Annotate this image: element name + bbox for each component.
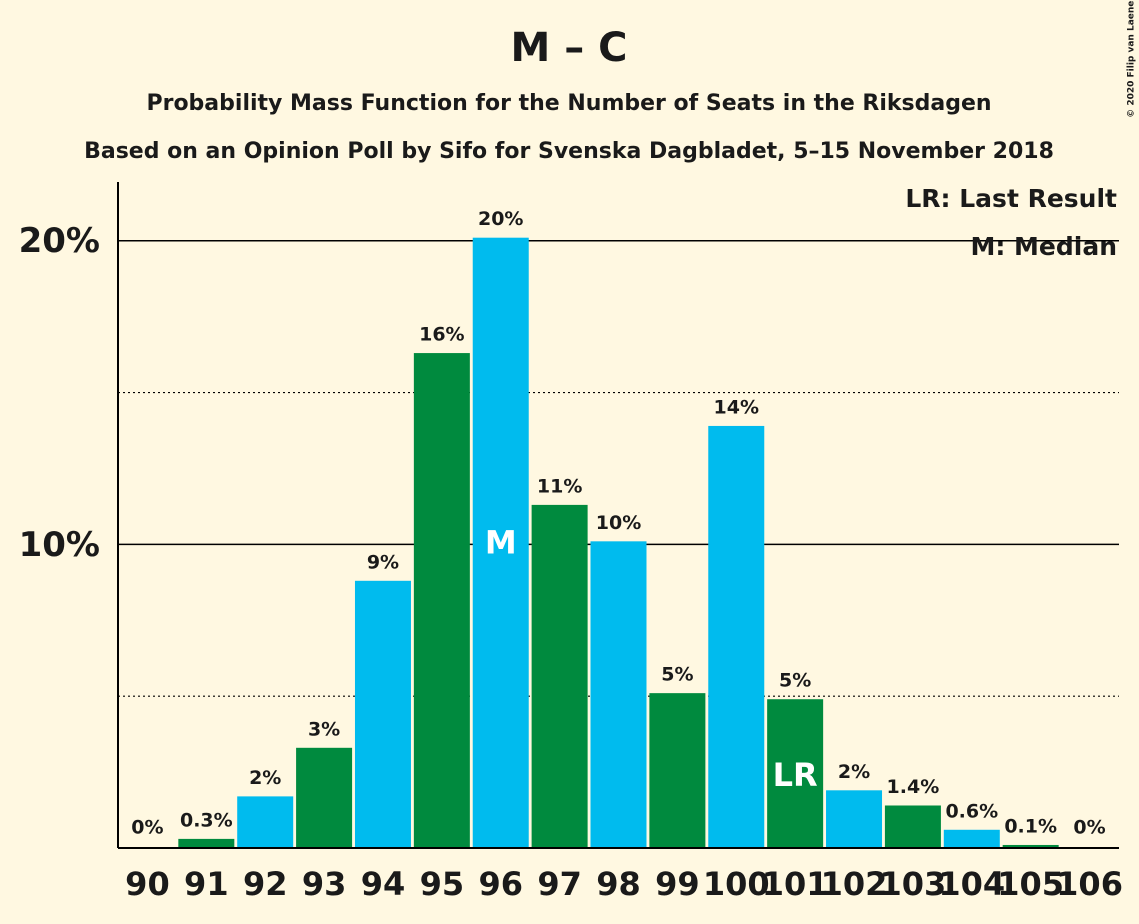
y-tick-label: 20% bbox=[19, 221, 100, 261]
value-label: 0% bbox=[131, 817, 163, 839]
bar bbox=[531, 504, 588, 848]
x-tick-label: 103 bbox=[880, 865, 947, 903]
legend-entry: LR: Last Result bbox=[905, 184, 1117, 213]
value-label: 10% bbox=[596, 512, 641, 534]
bar bbox=[237, 796, 294, 848]
x-tick-label: 93 bbox=[302, 865, 347, 903]
chart-subtitle: Probability Mass Function for the Number… bbox=[146, 91, 991, 116]
bar-marker: LR bbox=[773, 756, 818, 794]
x-tick-label: 99 bbox=[655, 865, 700, 903]
x-tick-label: 91 bbox=[184, 865, 229, 903]
x-tick-label: 92 bbox=[243, 865, 288, 903]
legend-entry: M: Median bbox=[970, 232, 1117, 261]
value-label: 16% bbox=[419, 324, 464, 346]
value-label: 0.3% bbox=[180, 809, 233, 831]
bar bbox=[354, 580, 411, 848]
value-label: 20% bbox=[478, 208, 523, 230]
value-label: 2% bbox=[838, 761, 870, 783]
x-tick-label: 95 bbox=[420, 865, 465, 903]
x-tick-label: 94 bbox=[361, 865, 406, 903]
bar bbox=[472, 237, 529, 848]
value-label: 14% bbox=[714, 396, 759, 418]
copyright: © 2020 Filip van Laenen bbox=[1127, 0, 1137, 118]
bar-marker: M bbox=[485, 524, 517, 562]
bar bbox=[884, 805, 941, 848]
value-label: 5% bbox=[779, 670, 811, 692]
value-label: 9% bbox=[367, 551, 399, 573]
value-label: 5% bbox=[661, 664, 693, 686]
bar bbox=[413, 353, 470, 848]
bar bbox=[708, 425, 765, 848]
x-tick-label: 90 bbox=[125, 865, 170, 903]
bar bbox=[649, 693, 706, 848]
x-tick-label: 96 bbox=[478, 865, 523, 903]
chart-title: M – C bbox=[510, 25, 627, 71]
value-label: 0.1% bbox=[1004, 815, 1057, 837]
bar bbox=[943, 829, 1000, 848]
bar bbox=[590, 541, 647, 848]
x-tick-label: 100 bbox=[703, 865, 770, 903]
value-label: 3% bbox=[308, 718, 340, 740]
value-label: 2% bbox=[249, 767, 281, 789]
bar bbox=[826, 790, 883, 848]
x-tick-label: 98 bbox=[596, 865, 641, 903]
value-label: 0.6% bbox=[945, 800, 998, 822]
bar bbox=[178, 838, 235, 848]
x-tick-label: 104 bbox=[938, 865, 1005, 903]
bar bbox=[1002, 844, 1059, 848]
x-tick-label: 97 bbox=[537, 865, 582, 903]
x-tick-label: 105 bbox=[997, 865, 1064, 903]
x-tick-label: 106 bbox=[1056, 865, 1123, 903]
chart-subtitle: Based on an Opinion Poll by Sifo for Sve… bbox=[84, 139, 1054, 164]
value-label: 0% bbox=[1073, 817, 1105, 839]
bar bbox=[296, 747, 353, 848]
y-tick-label: 10% bbox=[19, 525, 100, 565]
value-label: 1.4% bbox=[887, 776, 940, 798]
value-label: 11% bbox=[537, 475, 582, 497]
x-tick-label: 101 bbox=[762, 865, 829, 903]
x-tick-label: 102 bbox=[821, 865, 888, 903]
bar bbox=[767, 699, 824, 848]
